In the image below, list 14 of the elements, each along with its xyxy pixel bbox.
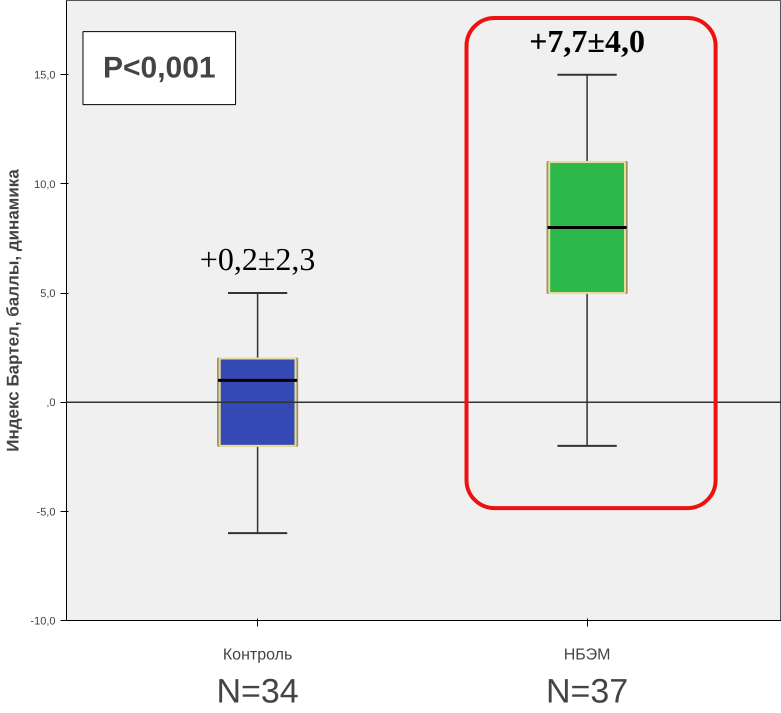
y-tick-label: 5,0 [40,288,56,300]
text: N=37 [546,672,628,710]
annotation: P<0,001 [102,52,216,85]
y-tick-label: -10,0 [30,616,56,628]
annotation: +7,7±4,0 [529,22,645,59]
y-tick-label: 15,0 [34,70,56,82]
x-tick-label: Контроль [222,646,292,664]
y-tick-label: ,0 [46,397,56,410]
y-tick-label: 10,0 [34,178,56,191]
annotation: +0,2±2,3 [200,241,316,278]
y-tick-label: -5,0 [36,506,56,518]
y-axis-title: Индекс Бартел, баллы, динамика [3,168,22,452]
text: N=34 [216,672,299,710]
x-tick-label: НБЭМ [564,646,610,664]
